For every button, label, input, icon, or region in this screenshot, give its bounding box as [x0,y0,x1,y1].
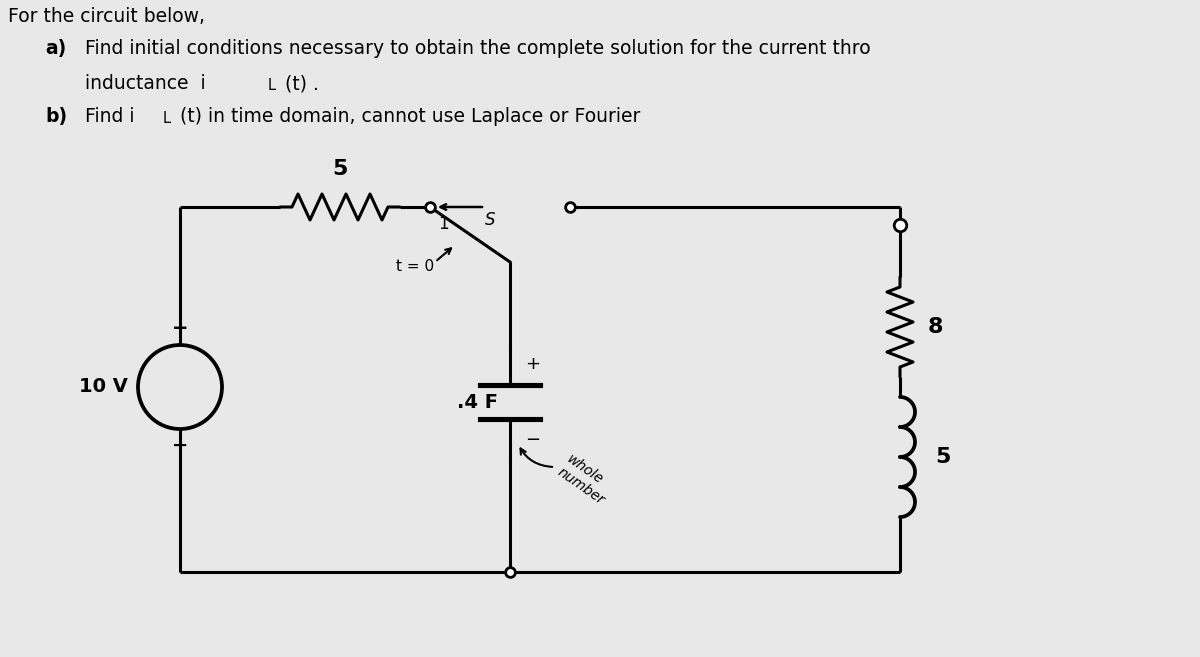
Text: .4 F: .4 F [457,392,498,411]
Text: 5: 5 [332,159,348,179]
Text: whole
number: whole number [554,452,617,508]
Text: L: L [268,78,276,93]
Text: 1: 1 [438,215,449,233]
Text: a): a) [46,39,66,58]
Text: −: − [172,436,188,455]
Text: L: L [163,111,172,126]
Text: (t) in time domain, cannot use Laplace or Fourier: (t) in time domain, cannot use Laplace o… [180,107,641,126]
Text: Find initial conditions necessary to obtain the complete solution for the curren: Find initial conditions necessary to obt… [85,39,871,58]
Text: −: − [526,431,540,449]
Text: inductance  i: inductance i [85,74,205,93]
Text: (t) .: (t) . [286,74,319,93]
Text: +: + [526,355,540,373]
Text: For the circuit below,: For the circuit below, [8,7,205,26]
Text: 5: 5 [935,447,950,467]
Text: 10 V: 10 V [79,378,128,397]
Text: +: + [172,319,188,338]
Text: Find i: Find i [85,107,134,126]
Text: S: S [485,211,496,229]
Text: 8: 8 [928,317,943,337]
Text: t = 0: t = 0 [396,259,434,274]
Text: b): b) [46,107,67,126]
